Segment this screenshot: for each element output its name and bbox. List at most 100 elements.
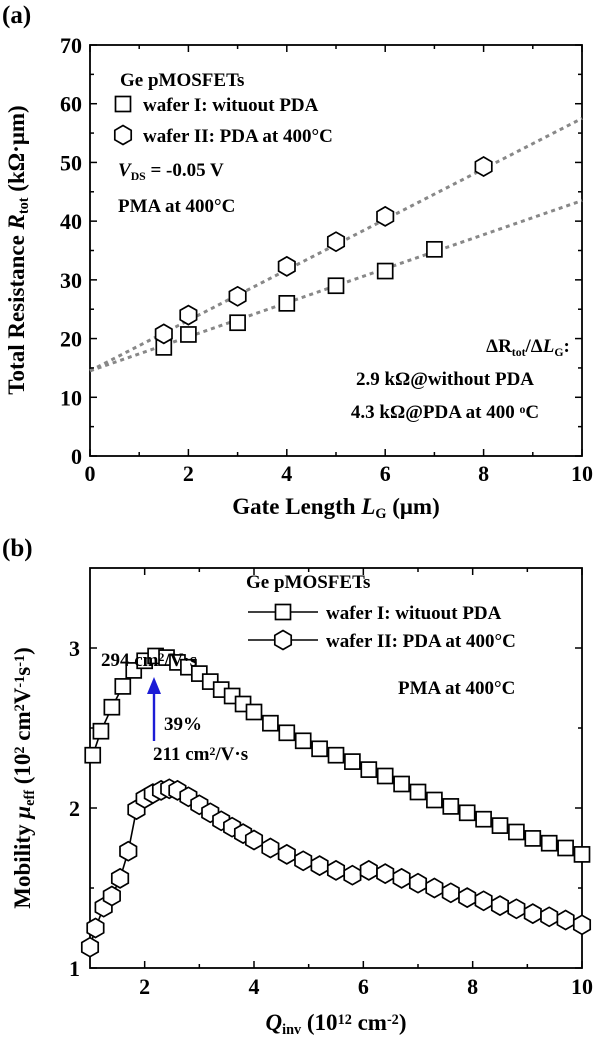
- slope-title-part: L: [542, 336, 555, 357]
- slope-wafer-ii: 4.3 kΩ@PDA at 400 oC: [351, 402, 539, 423]
- data-point-wafer-ii-b: [523, 903, 542, 925]
- y-tick-label-a: 0: [71, 444, 82, 469]
- y-axis-label-a-part: (kΩ·μm): [4, 105, 29, 197]
- peak-wafer-ii-label-part: 211 cm: [153, 744, 210, 765]
- data-point-wafer-ii-b: [277, 843, 296, 865]
- peak-wafer-i-label-part: 294 cm: [101, 650, 159, 671]
- data-point-wafer-i-b: [508, 823, 525, 841]
- x-axis-label-a-part: G: [375, 506, 386, 522]
- y-axis-label-b: Mobility μeff (102 cm2V-1s-1): [10, 647, 38, 909]
- y-axis-label-b-part: cm: [10, 711, 35, 746]
- legend-entry-wafer-ii-a: wafer II: PDA at 400°C: [143, 126, 333, 147]
- data-point-wafer-ii-b: [244, 829, 264, 851]
- x-axis-label-b-part: (10: [301, 1010, 337, 1035]
- y-axis-label-a-part: tot: [16, 197, 32, 214]
- data-point-wafer-ii-b: [119, 840, 138, 862]
- data-point-wafer-i-b: [327, 746, 345, 764]
- legend-entry-wafer-i-b: wafer I: wituout PDA: [326, 603, 502, 624]
- data-point-wafer-ii-b: [359, 859, 378, 881]
- data-point-wafer-ii-b: [343, 864, 362, 886]
- y-axis-label-a: Total Resistance Rtot (kΩ·μm): [4, 105, 32, 394]
- y-tick-label-b: 2: [69, 796, 80, 821]
- data-point-wafer-ii-b: [441, 882, 460, 904]
- data-point-wafer-i: [229, 314, 246, 332]
- y-axis-label-a-part: Total Resistance: [4, 229, 29, 394]
- pma-annotation-a: PMA at 400°C: [118, 196, 235, 217]
- y-tick-label-a: 60: [60, 92, 82, 117]
- legend-entry-wafer-i-a: wafer I: wituout PDA: [143, 95, 319, 116]
- y-axis-label-b-part: (10: [10, 754, 35, 790]
- data-point-wafer-i: [376, 262, 394, 280]
- x-tick-label-a: 6: [380, 461, 391, 486]
- data-point-wafer-ii-b: [458, 887, 477, 909]
- slope-wafer-i: 2.9 kΩ@without PDA: [356, 369, 534, 390]
- x-axis-label-b-part: cm: [352, 1010, 387, 1035]
- data-point-wafer-ii-b: [376, 863, 395, 885]
- data-point-wafer-ii: [228, 285, 247, 307]
- data-point-wafer-ii-b: [507, 898, 526, 920]
- legend-marker-wafer-ii-b: [273, 629, 293, 651]
- data-point-wafer-ii-b: [556, 909, 575, 931]
- data-point-wafer-ii-b: [102, 885, 121, 907]
- y-tick-label-b: 1: [69, 956, 80, 981]
- slope-wafer-ii-part: o: [519, 403, 525, 416]
- data-point-wafer-i-b: [573, 846, 591, 863]
- x-tick-label-b: 2: [139, 974, 150, 999]
- y-axis-label-b-part: s: [10, 667, 35, 676]
- peak-wafer-ii-label-part: /V·s: [214, 744, 248, 765]
- data-point-wafer-i-b: [409, 783, 427, 801]
- data-point-wafer-ii: [474, 156, 493, 177]
- x-axis-label-a: Gate Length LG (μm): [232, 494, 440, 522]
- x-tick-label-a: 8: [478, 461, 489, 486]
- slope-wafer-ii-part: 4.3 kΩ@PDA at 400: [351, 402, 520, 423]
- data-point-wafer-i-b: [376, 767, 394, 785]
- legend-marker-wafer-i-a: [114, 95, 132, 113]
- data-point-wafer-i-b: [426, 791, 443, 809]
- fit-line-wafer-i: [89, 199, 583, 373]
- data-point-wafer-ii-b: [326, 859, 346, 881]
- data-point-wafer-ii-b: [474, 890, 493, 912]
- data-point-wafer-ii-b: [110, 867, 130, 889]
- data-point-wafer-ii-b: [490, 895, 510, 917]
- data-point-wafer-i-b: [491, 817, 509, 834]
- data-point-wafer-ii: [326, 231, 346, 253]
- peak-wafer-i-label-part: 2: [159, 651, 165, 664]
- slope-title-part: tot: [512, 346, 526, 359]
- x-axis-label-b: Qinv (1012 cm-2): [266, 1010, 407, 1038]
- data-point-wafer-i-b: [84, 746, 102, 764]
- y-axis-label-a-part: R: [4, 214, 29, 230]
- data-point-wafer-ii: [376, 205, 395, 227]
- peak-wafer-i-label: 294 cm2/V·s: [101, 650, 197, 671]
- data-point-wafer-i-b: [442, 798, 460, 815]
- slope-title-part: :: [564, 336, 570, 357]
- data-point-wafer-i-b: [245, 703, 263, 721]
- peak-wafer-ii-label-part: 2: [209, 745, 215, 758]
- data-point-wafer-ii-b: [572, 914, 592, 936]
- data-point-wafer-i-b: [557, 839, 574, 857]
- slope-title-part: ΔR: [486, 336, 512, 357]
- data-point-wafer-i-b: [103, 698, 121, 716]
- x-tick-label-a: 4: [281, 461, 292, 486]
- data-point-wafer-i: [327, 277, 345, 295]
- y-tick-label-b: 3: [69, 636, 80, 661]
- y-axis-label-b-part: -1: [12, 655, 28, 667]
- data-point-wafer-ii-b: [86, 917, 105, 939]
- increase-arrow-head: [147, 677, 161, 694]
- data-point-wafer-ii-b: [425, 877, 444, 899]
- x-tick-label-a: 2: [183, 461, 194, 486]
- legend-marker-wafer-i-b: [274, 603, 292, 621]
- plot-b-frame: [89, 567, 583, 969]
- data-point-wafer-i: [426, 240, 443, 258]
- data-point-wafer-i-b: [114, 678, 132, 695]
- data-point-wafer-i-b: [360, 761, 378, 778]
- legend-title-b: Ge pMOSFETs: [246, 572, 370, 593]
- data-point-wafer-ii-b: [392, 867, 411, 889]
- x-axis-label-b-part: Q: [266, 1010, 283, 1035]
- y-tick-label-a: 70: [60, 33, 82, 58]
- x-tick-label-b: 6: [358, 974, 369, 999]
- y-axis-label-b-part: ): [10, 647, 35, 655]
- data-point-wafer-ii-b: [294, 850, 313, 872]
- y-axis-label-b-part: eff: [22, 790, 38, 806]
- vds-annotation-part: V: [118, 160, 132, 181]
